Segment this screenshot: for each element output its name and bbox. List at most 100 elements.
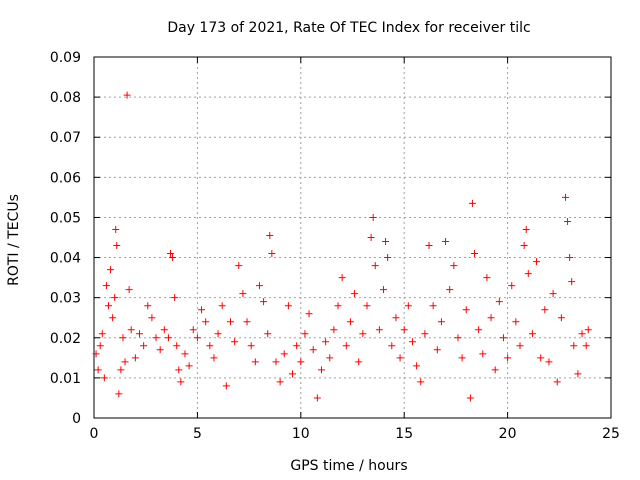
- data-point: [499, 334, 507, 342]
- data-point: [131, 354, 139, 362]
- data-point: [100, 374, 108, 382]
- data-point: [541, 306, 549, 314]
- data-point: [239, 290, 247, 298]
- data-point: [297, 358, 305, 366]
- data-point: [309, 346, 317, 354]
- data-point: [144, 302, 152, 310]
- data-point: [164, 334, 172, 342]
- data-point: [533, 258, 541, 266]
- data-point: [171, 294, 179, 302]
- data-point: [404, 302, 412, 310]
- data-point: [251, 358, 259, 366]
- data-point: [235, 262, 243, 270]
- data-point: [522, 225, 530, 233]
- axis-ticks: 0 5 10 15 20 25 0 0.01 0.02 0.03 0.04 0.05 0.06 0.07 0…: [50, 50, 620, 442]
- data-point: [437, 318, 445, 326]
- data-point: [169, 254, 177, 262]
- data-point: [284, 302, 292, 310]
- data-point: [96, 342, 104, 350]
- data-point: [111, 294, 119, 302]
- data-point: [495, 298, 503, 306]
- y-tick-label: 0.07: [50, 130, 81, 146]
- data-point: [160, 326, 168, 334]
- data-point: [193, 334, 201, 342]
- chart-title: Day 173 of 2021, Rate Of TEC Index for r…: [167, 20, 530, 36]
- data-point: [371, 262, 379, 270]
- data-point: [382, 238, 390, 246]
- data-point: [545, 358, 553, 366]
- data-point: [479, 350, 487, 358]
- data-point: [198, 306, 206, 314]
- data-point: [570, 342, 578, 350]
- data-point: [582, 342, 590, 350]
- data-point: [351, 290, 359, 298]
- data-point: [175, 366, 183, 374]
- data-point: [210, 354, 218, 362]
- data-point: [148, 314, 156, 322]
- data-point: [177, 378, 185, 386]
- data-point: [109, 314, 117, 322]
- y-tick-label: 0.03: [50, 291, 81, 307]
- data-point: [94, 366, 102, 374]
- data-point: [185, 362, 193, 370]
- data-point: [135, 330, 143, 338]
- data-point: [384, 254, 392, 262]
- x-tick-label: 15: [395, 426, 413, 442]
- data-point: [528, 330, 536, 338]
- data-point: [388, 342, 396, 350]
- data-point: [584, 326, 592, 334]
- data-point: [330, 326, 338, 334]
- y-tick-label: 0.06: [50, 170, 81, 186]
- y-tick-label: 0.01: [50, 371, 81, 387]
- data-point: [247, 342, 255, 350]
- data-point: [243, 318, 251, 326]
- data-point: [231, 338, 239, 346]
- data-point: [121, 358, 129, 366]
- data-point: [537, 354, 545, 362]
- data-point: [255, 282, 263, 290]
- data-point: [454, 334, 462, 342]
- data-point: [578, 330, 586, 338]
- data-point: [342, 342, 350, 350]
- data-point: [442, 238, 450, 246]
- data-point: [557, 314, 565, 322]
- data-point: [471, 250, 479, 258]
- x-axis-label: GPS time / hours: [290, 458, 407, 474]
- data-point: [458, 354, 466, 362]
- grid-lines: [94, 57, 611, 418]
- data-point: [520, 242, 528, 250]
- data-point: [107, 266, 115, 274]
- data-points: [92, 91, 592, 402]
- data-point: [113, 242, 121, 250]
- data-point: [417, 378, 425, 386]
- plot-frame: [93, 56, 612, 419]
- y-tick-label: 0.09: [50, 50, 81, 66]
- data-point: [450, 262, 458, 270]
- y-tick-label: 0.08: [50, 90, 81, 106]
- data-point: [369, 213, 377, 221]
- data-point: [429, 302, 437, 310]
- data-point: [413, 362, 421, 370]
- data-point: [226, 318, 234, 326]
- y-tick-label: 0.04: [50, 251, 81, 267]
- x-tick-label: 20: [499, 426, 517, 442]
- data-point: [280, 350, 288, 358]
- data-point: [483, 274, 491, 282]
- data-point: [425, 242, 433, 250]
- data-point: [92, 350, 100, 358]
- data-point: [468, 199, 476, 207]
- x-tick-label: 5: [193, 426, 202, 442]
- data-point: [512, 318, 520, 326]
- data-point: [119, 334, 127, 342]
- data-point: [421, 330, 429, 338]
- data-point: [206, 342, 214, 350]
- data-point: [322, 338, 330, 346]
- y-axis-label: ROTI / TECUs: [6, 194, 22, 286]
- data-point: [363, 302, 371, 310]
- data-point: [152, 334, 160, 342]
- data-point: [564, 217, 572, 225]
- data-point: [125, 286, 133, 294]
- data-point: [156, 346, 164, 354]
- data-point: [115, 390, 123, 398]
- data-point: [305, 310, 313, 318]
